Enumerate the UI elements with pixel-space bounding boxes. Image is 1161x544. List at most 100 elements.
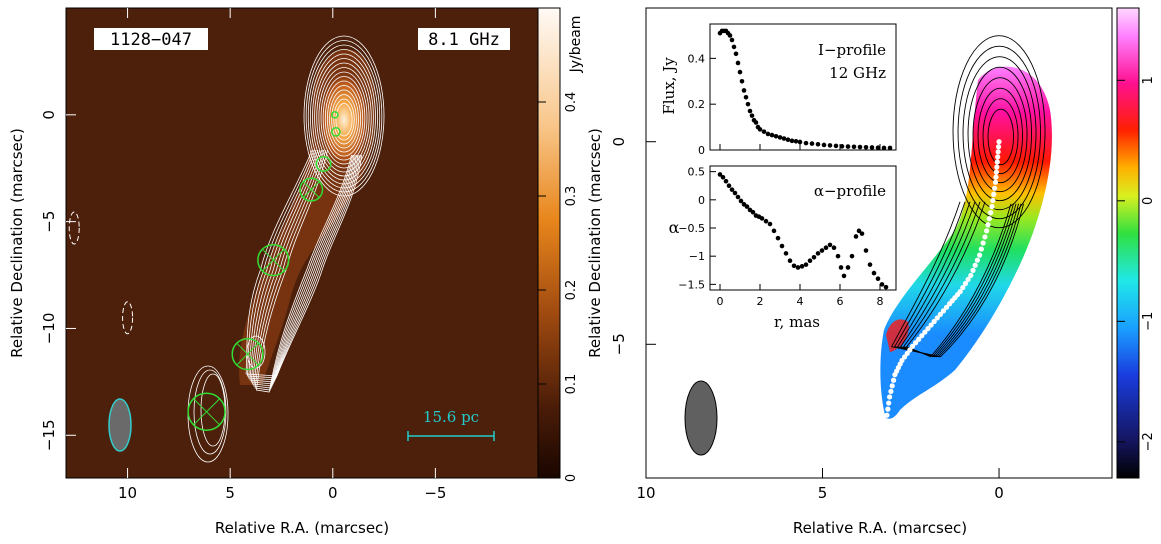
ridge-point — [992, 179, 999, 185]
inset-alpha-point — [823, 245, 829, 251]
ridge-point — [919, 333, 925, 339]
inset-alpha-point — [750, 209, 756, 215]
inset-intensity-point — [749, 113, 755, 118]
inset-alpha-point — [827, 242, 833, 248]
left-contour-core — [324, 80, 364, 157]
inset-intensity-point — [881, 145, 887, 151]
inset-alpha-point — [735, 194, 741, 200]
ridge-point — [995, 154, 1001, 160]
inset-alpha-point — [720, 174, 726, 180]
inset-intensity-point — [769, 132, 775, 138]
inset-intensity-point — [757, 127, 763, 132]
ridge-point — [972, 262, 978, 268]
inset-intensity-point — [739, 78, 745, 84]
frequency-label-box — [418, 28, 510, 50]
ridge-point — [934, 315, 940, 321]
left-model-components — [187, 110, 341, 431]
left-colorbar-label: Jy/beam — [568, 16, 584, 74]
ridge-point — [977, 252, 983, 258]
left-contour-core — [331, 94, 357, 145]
inset-intensity-point — [785, 137, 791, 142]
inset-intensity-point — [733, 51, 739, 57]
right-contour-core — [987, 108, 1014, 166]
ridge-point — [991, 191, 997, 197]
left-contour-core — [329, 89, 359, 149]
left-contour-core — [335, 103, 353, 137]
right-plot-frame — [645, 7, 1113, 479]
inset-alpha-point — [875, 276, 881, 282]
right-ytick-label: 0 — [610, 137, 628, 147]
inset-alpha-point — [835, 253, 841, 259]
right-contour-core — [952, 35, 1046, 229]
ridge-point — [984, 228, 990, 234]
inset-alpha-point — [841, 273, 847, 279]
left-negative-contours — [68, 211, 134, 335]
inset-alpha-profile: α−profile α r, mas 0.5 0 −0.5 −1 −1.5 0 2 4 6 8 — [669, 165, 897, 331]
model-component — [331, 110, 339, 119]
ridge-point — [947, 301, 953, 307]
left-contour-core — [305, 40, 383, 193]
inset-alpha-point — [779, 243, 785, 249]
right-xtick-label: 5 — [818, 484, 828, 502]
inset-intensity-ytick-label: 0.2 — [688, 98, 706, 111]
inset-intensity-point — [727, 33, 733, 38]
left-contour-jet — [253, 149, 355, 389]
ridge-point — [995, 149, 1001, 155]
inset-alpha-point — [863, 248, 869, 253]
right-contour-core — [957, 45, 1041, 220]
inset-alpha-point — [867, 262, 873, 267]
inset-alpha-point — [775, 235, 781, 241]
left-contour-jet — [252, 149, 356, 387]
right-contour-core — [972, 77, 1028, 193]
model-component — [187, 392, 226, 431]
ridge-point — [885, 406, 891, 412]
model-component — [231, 337, 264, 371]
ridge-point — [996, 139, 1002, 145]
right-colorbar-tick-label: −1 — [1141, 312, 1156, 331]
right-colorbar-ticks: −2 −1 0 1 — [1117, 76, 1156, 451]
left-contour-core — [307, 44, 381, 189]
ridge-point — [889, 383, 895, 389]
right-contour-core — [977, 87, 1023, 184]
inset-intensity-title-line2: 12 GHz — [829, 64, 886, 82]
inset-intensity-profile: I−profile 12 GHz Flux, Jy 0 0.2 0.4 — [660, 23, 897, 157]
inset-intensity-title-line1: I−profile — [818, 41, 886, 59]
right-contour-jet — [890, 201, 1024, 358]
inset-intensity-point — [793, 138, 799, 144]
ridge-point — [937, 311, 943, 318]
inset-intensity-point — [777, 135, 783, 140]
left-contour-core — [320, 71, 368, 165]
inset-intensity-point — [773, 133, 779, 139]
ridge-point — [886, 394, 893, 400]
ridge-point — [883, 418, 889, 424]
ridge-point — [909, 343, 916, 349]
model-component — [315, 156, 332, 172]
ridge-point — [907, 347, 913, 353]
model-component — [257, 243, 290, 277]
inset-alpha-xtick-label: 4 — [797, 295, 804, 308]
model-component-cross — [262, 248, 285, 272]
ridge-point — [904, 350, 910, 357]
inset-alpha-point — [795, 265, 801, 270]
left-xtick-label: 10 — [118, 484, 137, 502]
left-contour-core — [326, 85, 362, 153]
inset-intensity-point — [731, 44, 737, 50]
left-contour-core — [314, 58, 374, 177]
model-component — [331, 127, 341, 137]
inset-intensity-point — [765, 131, 771, 137]
ridge-point — [962, 280, 969, 287]
ridge-point — [986, 216, 992, 222]
inset-intensity-point — [745, 101, 751, 107]
inset-intensity-point — [833, 143, 839, 149]
ridge-point — [989, 203, 995, 210]
inset-intensity-point — [743, 95, 749, 100]
scale-bar: 15.6 pc — [407, 408, 495, 441]
right-x-axis-label: Relative R.A. (marcsec) — [793, 519, 967, 537]
ridge-point — [928, 322, 934, 328]
ridge-point — [880, 436, 887, 443]
left-colorbar-tick-label: 0.4 — [564, 92, 579, 113]
right-panel-spectral-index-map: 10 5 00−5 Relative R.A. (marcsec) I−profil… — [610, 7, 1156, 537]
left-colorbar-tick-label: 0.3 — [564, 186, 579, 207]
inset-intensity-frame — [709, 23, 897, 151]
